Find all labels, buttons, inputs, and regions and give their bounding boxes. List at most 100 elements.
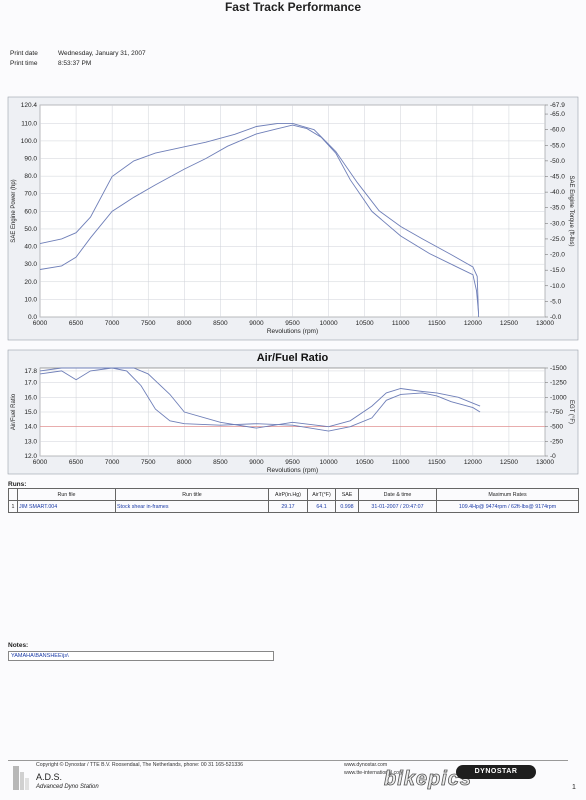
- x-tick-label: 9500: [285, 320, 300, 327]
- air-fuel-chart: Air/Fuel Ratio 6000 6500 7000 7500 8000 8500 90…: [7, 349, 579, 475]
- y2-tick-label: -15.0: [550, 267, 565, 274]
- run-title: Stock shear in-frames: [115, 500, 269, 513]
- x-tick-label: 12000: [464, 320, 482, 327]
- x-tick-label: 6500: [69, 459, 84, 466]
- x-tick-label: 12500: [500, 459, 518, 466]
- y2-axis-label: SAE Engine Torque (ft-lbs): [568, 176, 574, 247]
- y2-tick-label: -1500: [550, 365, 567, 372]
- print-time-value: 8:53:37 PM: [58, 60, 92, 67]
- y2-tick-label: -5.0: [550, 298, 562, 305]
- x-tick-label: 12000: [464, 459, 482, 466]
- run-max-rates: 109.4Hp@ 9474rpm / 62ft-lbs@ 9174rpm: [436, 500, 579, 513]
- y2-tick-label: -1250: [550, 380, 567, 387]
- y-axis-label: Air/Fuel Ratio: [11, 393, 17, 430]
- x-tick-label: 11000: [392, 459, 410, 466]
- x-tick-label: 11000: [392, 320, 410, 327]
- print-time-label: Print time: [10, 60, 38, 67]
- y-tick-label: 17.0: [24, 380, 37, 387]
- y2-tick-label: -67.9: [550, 102, 565, 109]
- x-tick-label: 10500: [356, 320, 374, 327]
- y-tick-label: 14.0: [24, 424, 37, 431]
- y2-tick-label: -35.0: [550, 205, 565, 212]
- runs-header-max-rates: Maximum Rates: [436, 488, 579, 501]
- print-date-label: Print date: [10, 50, 38, 57]
- y-tick-label: 90.0: [24, 156, 37, 163]
- y-tick-label: 16.0: [24, 394, 37, 401]
- runs-header-title: Run title: [115, 488, 269, 501]
- print-date-value: Wednesday, January 31, 2007: [58, 50, 146, 57]
- footer-website-dynostar: www.dynostar.com: [344, 762, 388, 768]
- footer-website-tte: www.tte-international.com: [344, 770, 404, 776]
- x-tick-label: 11500: [428, 320, 446, 327]
- y2-tick-label: -50.0: [550, 158, 565, 165]
- y-tick-label: 0.0: [28, 314, 37, 321]
- y-tick-label: 20.0: [24, 279, 37, 286]
- ads-logo-icon: [13, 766, 29, 790]
- x-tick-label: 8000: [177, 320, 192, 327]
- y-axis-label: SAE Engine Power (hp): [11, 179, 17, 242]
- y2-tick-label: -1000: [550, 394, 567, 401]
- runs-table: Run file Run title AirP(in.Hg) AirT(°F) …: [8, 488, 579, 513]
- x-tick-label: 13000: [536, 320, 554, 327]
- run-airp: 29.17: [268, 500, 308, 513]
- y-tick-label: 30.0: [24, 261, 37, 268]
- x-tick-label: 6500: [69, 320, 84, 327]
- runs-section-label: Runs:: [8, 481, 27, 488]
- x-tick-label: 9000: [249, 459, 264, 466]
- x-tick-label: 12500: [500, 320, 518, 327]
- y-tick-label: 50.0: [24, 226, 37, 233]
- x-tick-label: 6000: [33, 459, 48, 466]
- y-tick-label: 100.0: [21, 138, 38, 145]
- footer-divider: [8, 760, 568, 761]
- dynostar-logo: DYNOSTAR: [456, 765, 536, 779]
- x-tick-label: 9000: [249, 320, 264, 327]
- ads-brand: A.D.S.: [36, 772, 63, 782]
- x-tick-label: 7000: [105, 459, 120, 466]
- y2-tick-label: -60.0: [550, 127, 565, 134]
- runs-header-row: Run file Run title AirP(in.Hg) AirT(°F) …: [8, 488, 579, 501]
- x-tick-label: 7500: [141, 320, 156, 327]
- report-title: Fast Track Performance: [224, 0, 362, 14]
- y-tick-label: 15.0: [24, 409, 37, 416]
- x-tick-label: 11500: [428, 459, 446, 466]
- x-tick-label: 8500: [213, 320, 228, 327]
- watermark: bikepics: [384, 768, 473, 791]
- y2-axis-label: EGT (°F): [568, 400, 574, 424]
- y2-tick-label: -65.0: [550, 111, 565, 118]
- y-tick-label: 17.8: [24, 368, 37, 375]
- runs-header-file: Run file: [17, 488, 116, 501]
- x-tick-label: 9500: [285, 459, 300, 466]
- notes-field[interactable]: YAMAHA\BANSHEE\js\: [8, 651, 274, 661]
- x-axis-label: Revolutions (rpm): [267, 328, 318, 335]
- runs-header-index: [8, 488, 18, 501]
- chart-title: Air/Fuel Ratio: [257, 352, 329, 364]
- run-datetime: 31-01-2007 / 20:47:07: [358, 500, 437, 513]
- y2-tick-label: -250: [550, 438, 563, 445]
- table-row[interactable]: 1 JIM SMART.004 Stock shear in-frames 29…: [8, 500, 579, 513]
- y2-tick-label: -0.0: [550, 314, 562, 321]
- ads-brand-subtitle: Advanced Dyno Station: [36, 784, 99, 790]
- runs-header-airp: AirP(in.Hg): [268, 488, 308, 501]
- y2-tick-label: -10.0: [550, 283, 565, 290]
- x-tick-label: 7000: [105, 320, 120, 327]
- x-tick-label: 7500: [141, 459, 156, 466]
- run-airt: 64.1: [307, 500, 336, 513]
- run-file: JIM SMART.004: [17, 500, 116, 513]
- y2-tick-label: -0: [550, 453, 556, 460]
- footer-copyright: Copyright © Dynostar / TTE B.V. Roosenda…: [36, 762, 244, 768]
- y2-tick-label: -45.0: [550, 173, 565, 180]
- y-tick-label: 80.0: [24, 173, 37, 180]
- y2-tick-label: -55.0: [550, 142, 565, 149]
- x-axis-label: Revolutions (rpm): [267, 467, 318, 474]
- notes-label: Notes:: [8, 642, 29, 649]
- y2-tick-label: -20.0: [550, 252, 565, 259]
- x-tick-label: 10500: [356, 459, 374, 466]
- series-line-2: [39, 367, 481, 429]
- series-line-1: [39, 124, 480, 314]
- x-tick-label: 10000: [320, 459, 338, 466]
- runs-header-airt: AirT(°F): [307, 488, 336, 501]
- x-tick-label: 10000: [320, 320, 338, 327]
- series-line-1: [39, 367, 481, 432]
- run-index: 1: [8, 500, 18, 513]
- page-number: 1: [572, 784, 576, 791]
